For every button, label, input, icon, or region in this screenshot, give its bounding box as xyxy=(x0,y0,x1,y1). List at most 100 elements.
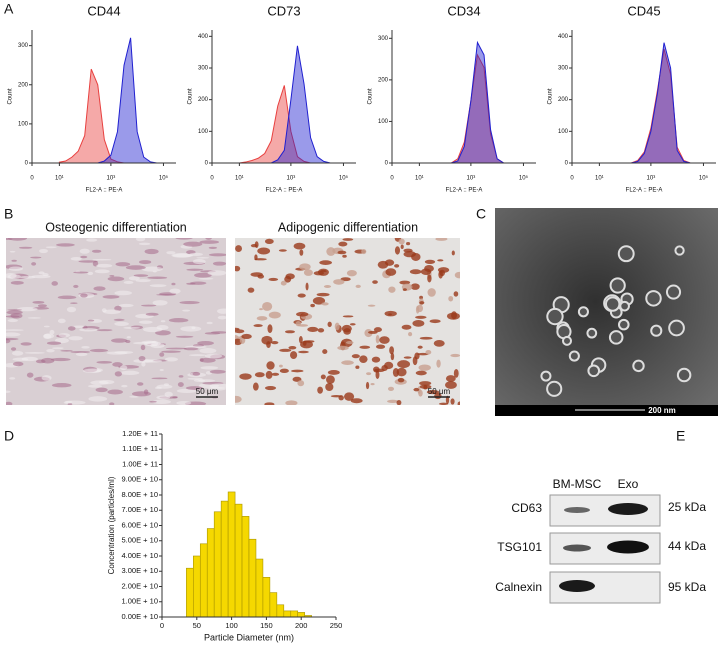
texture xyxy=(164,357,178,362)
texture xyxy=(20,342,32,346)
x-axis-label: FL2-A :: PE-A xyxy=(446,188,483,194)
texture xyxy=(159,352,165,357)
texture xyxy=(93,286,106,291)
vesicle xyxy=(568,350,580,362)
texture xyxy=(337,250,347,255)
texture xyxy=(327,321,332,328)
x-tick-label: 0 xyxy=(390,176,394,182)
texture xyxy=(199,348,217,354)
x-tick-label: 10⁵ xyxy=(519,175,529,182)
vesicle xyxy=(632,359,645,373)
texture xyxy=(412,356,418,366)
texture xyxy=(165,347,187,350)
x-tick-label: 200 xyxy=(295,621,308,630)
texture xyxy=(90,348,108,353)
texture xyxy=(271,372,280,376)
texture xyxy=(12,361,24,367)
texture xyxy=(115,262,131,267)
texture xyxy=(123,280,134,285)
panel-label: E xyxy=(676,428,685,444)
texture xyxy=(121,384,128,388)
texture xyxy=(349,323,356,326)
texture xyxy=(7,238,27,241)
vesicle xyxy=(604,296,621,312)
texture xyxy=(342,254,347,258)
texture xyxy=(88,396,108,402)
x-tick-label: 10³ xyxy=(107,176,116,182)
x-axis-label: Particle Diameter (nm) xyxy=(204,632,294,642)
x-tick-label: 0 xyxy=(160,621,164,630)
texture xyxy=(207,270,226,276)
y-tick-label: 200 xyxy=(378,77,389,83)
texture xyxy=(21,356,38,362)
texture xyxy=(367,304,376,307)
texture xyxy=(438,402,449,405)
x-tick-label: 150 xyxy=(260,621,273,630)
bar xyxy=(234,503,243,618)
y-tick-label: 0 xyxy=(385,161,389,167)
texture xyxy=(189,252,203,257)
x-tick-label: 10¹ xyxy=(55,176,64,182)
texture xyxy=(73,284,79,288)
texture xyxy=(131,391,151,397)
scale-bar-label: 50 μm xyxy=(196,387,219,396)
texture xyxy=(139,260,152,265)
y-tick-label: 300 xyxy=(558,66,569,72)
texture xyxy=(196,256,210,259)
vesicle xyxy=(617,245,635,263)
vesicle xyxy=(561,335,573,346)
texture xyxy=(412,319,425,327)
texture xyxy=(183,241,203,247)
texture xyxy=(256,316,268,321)
texture xyxy=(142,326,163,333)
texture xyxy=(297,380,305,387)
histogram-area xyxy=(58,68,164,164)
texture xyxy=(70,351,91,354)
texture xyxy=(279,368,289,374)
texture xyxy=(415,305,420,314)
texture xyxy=(321,302,329,306)
size-label: 44 kDa xyxy=(668,539,706,553)
texture xyxy=(319,260,332,265)
vesicle xyxy=(650,324,663,337)
panel-label: A xyxy=(4,1,14,17)
texture xyxy=(172,253,194,258)
texture xyxy=(298,336,303,344)
texture xyxy=(297,324,309,327)
y-tick-label: 1.10E + 11 xyxy=(122,444,158,453)
texture xyxy=(185,386,203,390)
texture xyxy=(235,265,241,272)
texture xyxy=(320,374,326,380)
vesicle xyxy=(608,330,624,345)
x-tick-label: 10⁵ xyxy=(699,175,709,182)
texture xyxy=(60,350,73,352)
texture xyxy=(68,336,83,341)
texture xyxy=(375,334,380,344)
histogram-area xyxy=(599,42,704,164)
texture xyxy=(152,300,168,306)
texture xyxy=(373,327,382,333)
texture xyxy=(141,304,157,307)
texture xyxy=(390,352,395,361)
x-tick-label: 250 xyxy=(330,621,343,630)
texture xyxy=(288,345,297,350)
texture xyxy=(57,295,77,300)
texture xyxy=(51,383,72,388)
texture xyxy=(284,330,295,334)
chart-title: CD73 xyxy=(267,3,300,18)
band xyxy=(607,540,649,554)
texture xyxy=(141,266,163,272)
y-tick-label: 100 xyxy=(18,121,29,127)
band xyxy=(563,544,591,552)
panel-label: D xyxy=(4,428,14,444)
texture xyxy=(143,359,163,363)
texture xyxy=(346,269,357,277)
texture xyxy=(268,311,281,319)
texture xyxy=(178,375,184,378)
texture xyxy=(182,309,191,312)
texture xyxy=(144,248,159,255)
texture xyxy=(42,273,49,277)
texture xyxy=(370,383,375,386)
texture xyxy=(279,364,283,368)
texture xyxy=(241,333,252,340)
